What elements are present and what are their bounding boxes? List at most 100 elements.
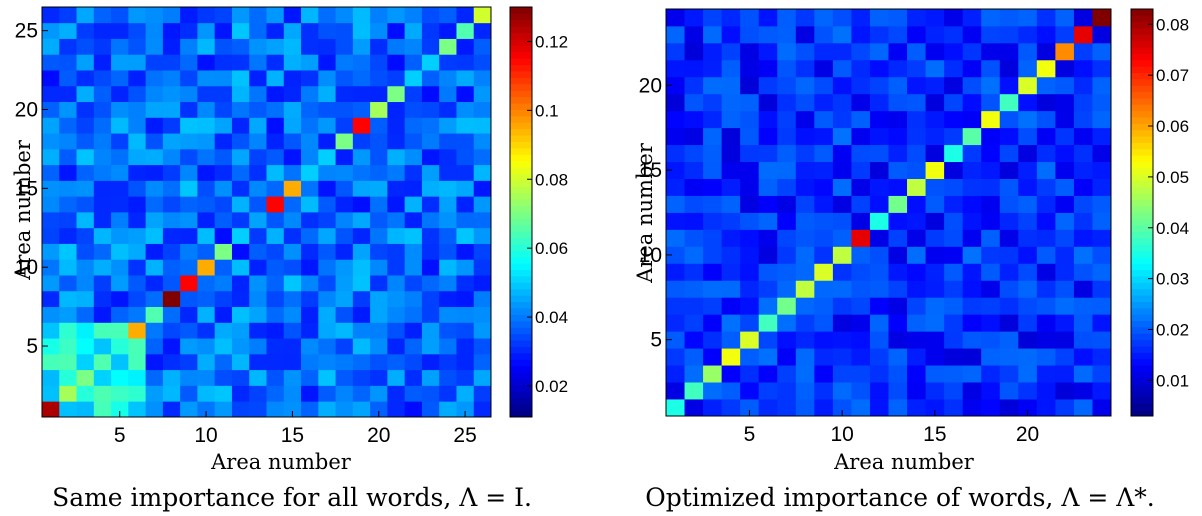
heatmap-cell	[283, 385, 302, 402]
heatmap-cell	[925, 42, 945, 61]
heatmap-cell	[266, 306, 285, 323]
heatmap-cell	[404, 85, 423, 103]
heatmap-cell	[76, 369, 95, 386]
heatmap-cell	[145, 133, 164, 150]
heatmap-cell	[266, 322, 285, 339]
heatmap-cell	[795, 399, 815, 417]
heatmap-cell	[180, 290, 198, 308]
heatmap-cell	[197, 322, 216, 339]
heatmap-cell	[832, 9, 852, 27]
heatmap-cell	[1073, 399, 1093, 417]
heatmap-cell	[283, 85, 302, 103]
heatmap-cell	[128, 133, 147, 150]
heatmap-cell	[231, 180, 250, 197]
heatmap-cell	[758, 212, 778, 230]
heatmap-cell	[352, 275, 371, 292]
heatmap-cell	[318, 133, 336, 150]
heatmap-cell	[1036, 110, 1056, 129]
heatmap-cell	[128, 148, 147, 166]
heatmap-cell	[758, 365, 778, 383]
y-axis-label-right: Area number	[633, 142, 657, 284]
heatmap-cell	[999, 195, 1019, 213]
heatmap-cell	[387, 133, 406, 150]
heatmap-cell	[925, 212, 945, 230]
heatmap-cell	[1018, 93, 1038, 112]
heatmap-cell	[981, 365, 1001, 383]
heatmap-cell	[684, 382, 704, 400]
heatmap-cell	[249, 70, 267, 87]
heatmap-cell	[42, 322, 60, 339]
heatmap-cell	[777, 297, 797, 315]
heatmap-cell	[758, 280, 778, 298]
colorbar-step	[510, 384, 532, 392]
colorbar-step	[1131, 53, 1153, 61]
heatmap-cell	[197, 338, 216, 355]
heatmap-cell	[907, 229, 926, 247]
colorbar-tick-label: 0.08	[1156, 15, 1189, 34]
heatmap-cell	[76, 22, 95, 39]
heatmap-cell	[1092, 93, 1112, 112]
heatmap-cell	[42, 290, 60, 308]
heatmap-cell	[111, 290, 129, 308]
heatmap-cell	[352, 385, 371, 402]
heatmap-cell	[76, 54, 95, 71]
heatmap-cell	[999, 229, 1019, 247]
heatmap-cell	[76, 196, 95, 213]
heatmap-cell	[197, 7, 216, 24]
heatmap-cell	[59, 385, 77, 402]
heatmap-cell	[981, 127, 1001, 146]
heatmap-cell	[387, 148, 406, 166]
heatmap-cell	[925, 263, 945, 281]
heatmap-cell	[888, 229, 908, 247]
heatmap-cell	[231, 306, 250, 323]
heatmap-cell	[231, 353, 250, 371]
colorbar-frame	[509, 6, 533, 418]
heatmap-cell	[266, 101, 285, 118]
heatmap-cell	[59, 306, 77, 323]
heatmap-cell	[283, 338, 302, 355]
colorbar-step	[1131, 339, 1153, 347]
heatmap-cell	[145, 306, 164, 323]
heatmap-cell	[721, 144, 741, 163]
heatmap-cell	[777, 212, 797, 230]
heatmap-cell	[249, 306, 267, 323]
heatmap-cell	[404, 385, 423, 402]
heatmap-cell	[145, 101, 164, 118]
heatmap-cell	[1055, 399, 1075, 417]
colorbar-step	[1131, 72, 1153, 80]
heatmap-cell	[869, 76, 889, 95]
colorbar-step	[510, 301, 532, 309]
heatmap-cell	[1073, 229, 1093, 247]
heatmap-cell	[456, 259, 475, 276]
heatmap-cell	[266, 290, 285, 308]
heatmap-cell	[76, 7, 95, 24]
heatmap-cell	[851, 280, 871, 298]
heatmap-cell	[684, 76, 704, 95]
heatmap-cell	[128, 101, 147, 118]
heatmap-cell	[283, 70, 302, 87]
heatmap-cell	[758, 297, 778, 315]
heatmap-cell	[111, 227, 129, 244]
heatmap-cell	[944, 178, 964, 196]
heatmap-cell	[795, 178, 815, 196]
x-tick-label: 15	[281, 424, 304, 447]
heatmap-cell	[76, 85, 95, 103]
heatmap-cell	[869, 399, 889, 417]
heatmap-cell	[1092, 42, 1112, 61]
heatmap-cell	[421, 196, 440, 213]
heatmap-cell	[925, 195, 945, 213]
heatmap-cell	[888, 365, 908, 383]
heatmap-cell	[962, 382, 982, 400]
heatmap-cell	[387, 70, 406, 87]
heatmap-cell	[197, 148, 216, 166]
heatmap-cell	[162, 243, 181, 260]
heatmap-cell	[777, 76, 797, 95]
heatmap-cell	[352, 353, 371, 371]
heatmap-cell	[370, 148, 388, 166]
heatmap-cell	[666, 25, 685, 44]
heatmap-cell	[1055, 42, 1075, 61]
heatmap-cell	[832, 263, 852, 281]
heatmap-cell	[335, 353, 354, 371]
heatmap-cell	[777, 399, 797, 417]
heatmap-cell	[1073, 195, 1093, 213]
